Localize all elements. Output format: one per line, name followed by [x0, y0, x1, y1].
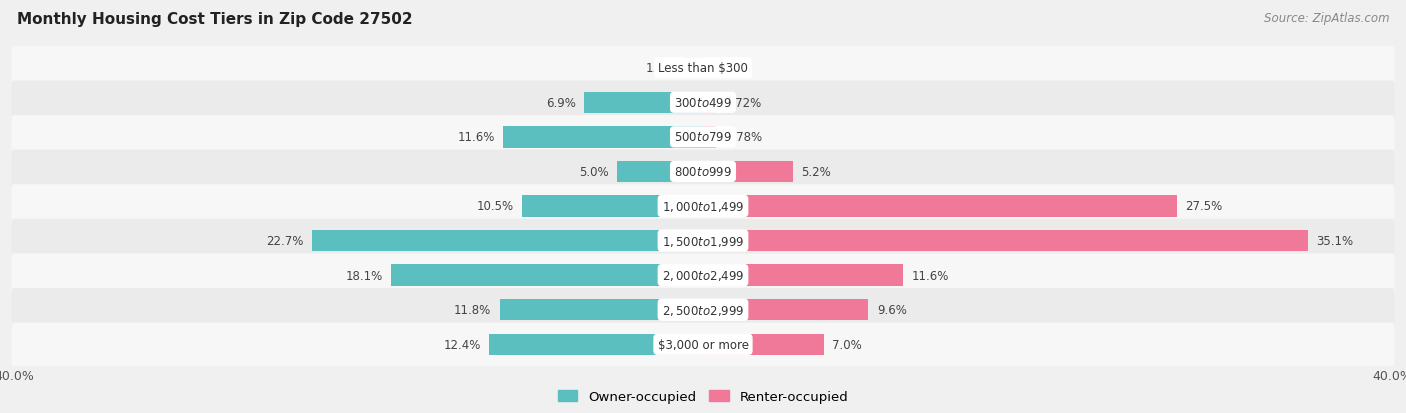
Bar — [583, 93, 703, 114]
Text: 1.1%: 1.1% — [645, 62, 675, 75]
Text: 11.8%: 11.8% — [454, 304, 491, 316]
Bar — [703, 265, 903, 286]
Bar — [703, 230, 1308, 252]
Text: $1,000 to $1,499: $1,000 to $1,499 — [662, 199, 744, 214]
FancyBboxPatch shape — [11, 81, 1395, 125]
Bar — [312, 230, 703, 252]
FancyBboxPatch shape — [11, 150, 1395, 194]
Bar — [685, 58, 703, 79]
Text: 0.72%: 0.72% — [724, 97, 761, 109]
FancyBboxPatch shape — [11, 323, 1395, 366]
Text: 35.1%: 35.1% — [1316, 235, 1354, 247]
Text: $500 to $799: $500 to $799 — [673, 131, 733, 144]
Bar — [703, 299, 869, 320]
Text: $1,500 to $1,999: $1,500 to $1,999 — [662, 234, 744, 248]
FancyBboxPatch shape — [11, 47, 1395, 90]
Text: $2,000 to $2,499: $2,000 to $2,499 — [662, 268, 744, 282]
Bar — [703, 196, 1177, 217]
FancyBboxPatch shape — [11, 219, 1395, 263]
Text: 18.1%: 18.1% — [346, 269, 382, 282]
Text: 11.6%: 11.6% — [911, 269, 949, 282]
Bar — [703, 93, 716, 114]
Text: $2,500 to $2,999: $2,500 to $2,999 — [662, 303, 744, 317]
Legend: Owner-occupied, Renter-occupied: Owner-occupied, Renter-occupied — [553, 385, 853, 408]
Text: 12.4%: 12.4% — [443, 338, 481, 351]
Text: Monthly Housing Cost Tiers in Zip Code 27502: Monthly Housing Cost Tiers in Zip Code 2… — [17, 12, 412, 27]
Text: $300 to $499: $300 to $499 — [673, 97, 733, 109]
Bar — [703, 334, 824, 355]
Text: $3,000 or more: $3,000 or more — [658, 338, 748, 351]
Text: 9.6%: 9.6% — [877, 304, 907, 316]
Bar — [503, 127, 703, 148]
FancyBboxPatch shape — [11, 288, 1395, 332]
Text: 5.0%: 5.0% — [579, 166, 609, 178]
Bar — [617, 161, 703, 183]
Text: 0.0%: 0.0% — [711, 62, 741, 75]
Text: 0.78%: 0.78% — [725, 131, 762, 144]
Bar — [489, 334, 703, 355]
Text: 27.5%: 27.5% — [1185, 200, 1222, 213]
FancyBboxPatch shape — [11, 254, 1395, 297]
Text: $800 to $999: $800 to $999 — [673, 166, 733, 178]
Text: 10.5%: 10.5% — [477, 200, 513, 213]
Text: 5.2%: 5.2% — [801, 166, 831, 178]
Text: Less than $300: Less than $300 — [658, 62, 748, 75]
Text: 6.9%: 6.9% — [546, 97, 575, 109]
FancyBboxPatch shape — [11, 185, 1395, 228]
Bar — [522, 196, 703, 217]
Text: 22.7%: 22.7% — [266, 235, 304, 247]
Text: 11.6%: 11.6% — [457, 131, 495, 144]
Bar — [703, 161, 793, 183]
Bar — [703, 127, 717, 148]
Bar — [391, 265, 703, 286]
Text: Source: ZipAtlas.com: Source: ZipAtlas.com — [1264, 12, 1389, 25]
FancyBboxPatch shape — [11, 116, 1395, 159]
Text: 7.0%: 7.0% — [832, 338, 862, 351]
Bar — [499, 299, 703, 320]
